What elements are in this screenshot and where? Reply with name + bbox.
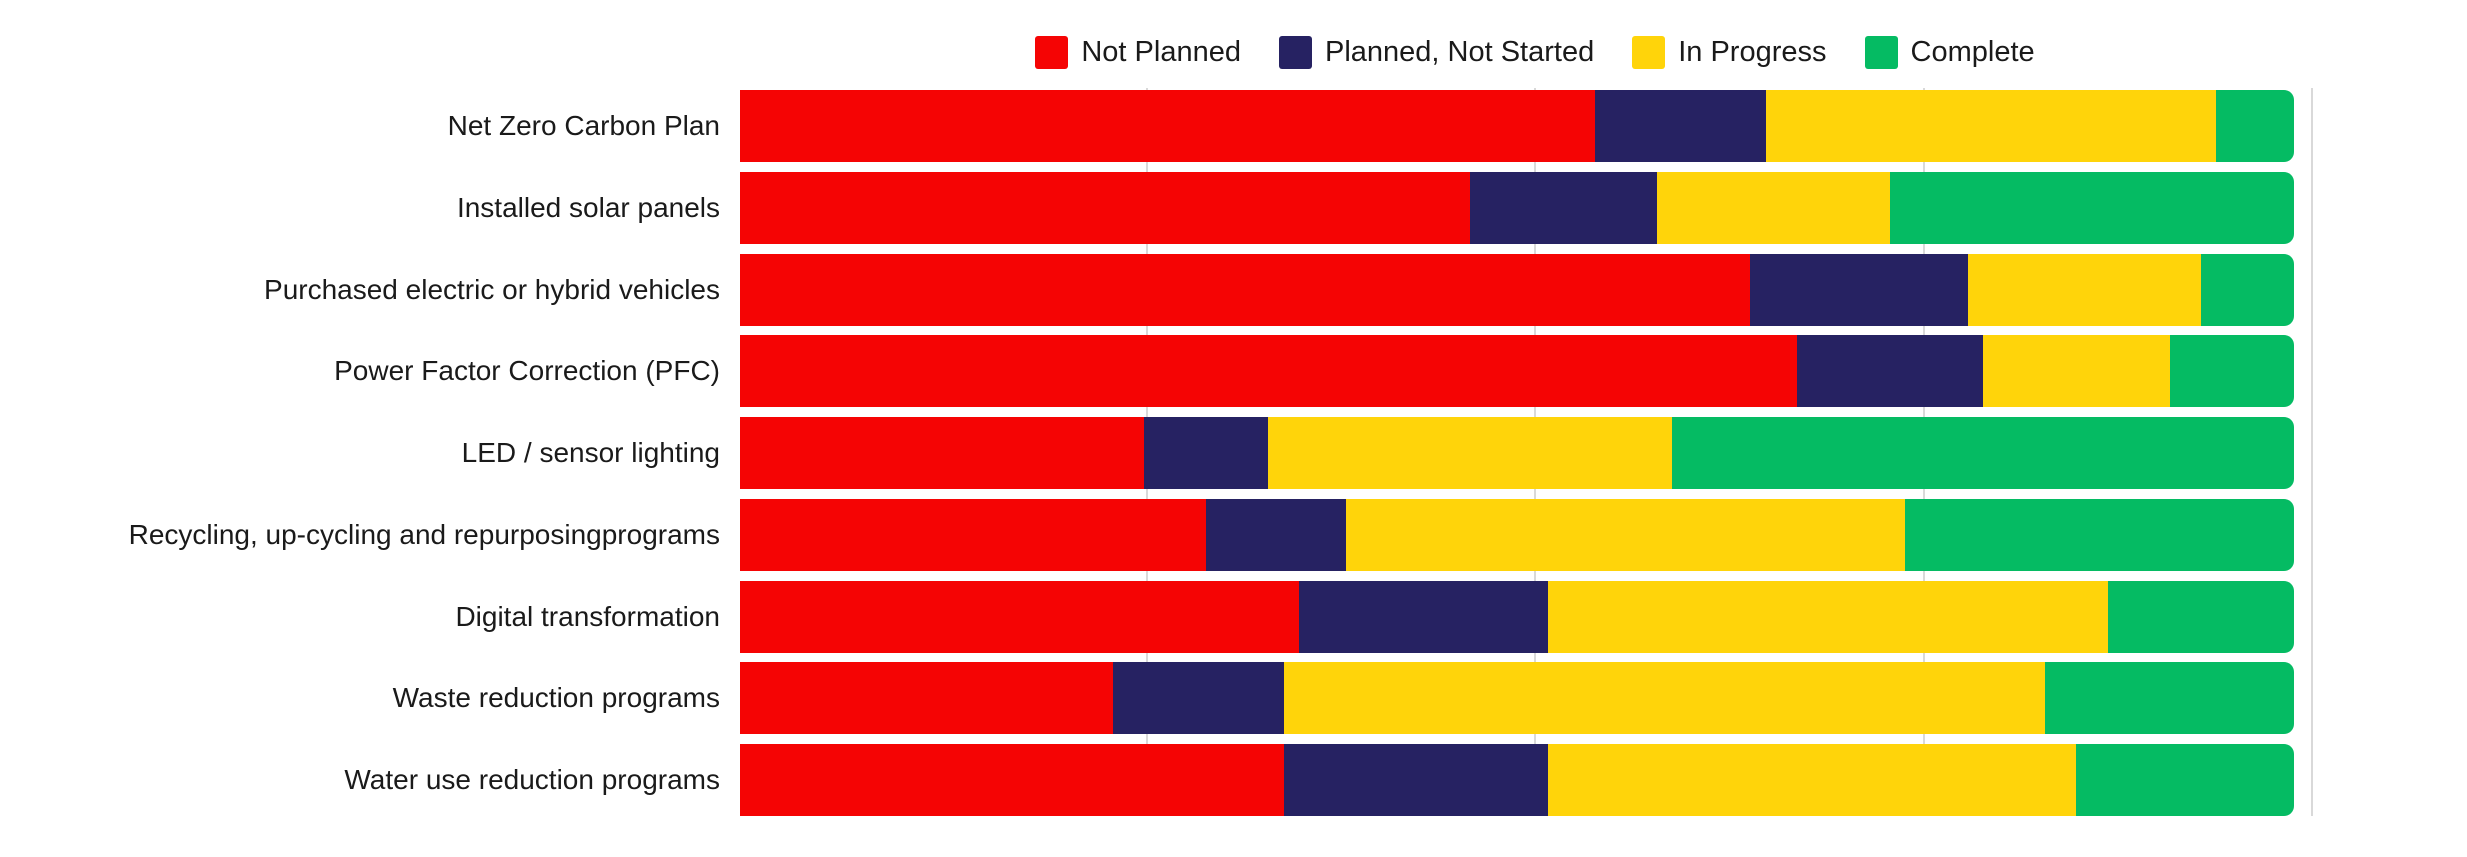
bar-segment-not-planned	[740, 498, 1207, 571]
bar-segment-in-progress	[1346, 498, 1906, 571]
bar-segment-complete	[2045, 662, 2294, 735]
bar-segment-not-planned	[740, 580, 1300, 653]
bar-row-led-sensor-lighting: LED / sensor lighting	[0, 417, 2467, 489]
bar-segment-in-progress	[1548, 744, 2077, 816]
bar-track	[740, 90, 2294, 162]
category-label: Net Zero Carbon Plan	[447, 110, 720, 141]
bar-segment-complete	[2076, 744, 2294, 816]
category-label: LED / sensor lighting	[461, 437, 720, 468]
legend-item-complete: Complete	[1864, 35, 2035, 69]
bar-track	[740, 171, 2294, 244]
bar-track	[740, 662, 2294, 735]
legend-swatch-in-progress	[1632, 35, 1666, 69]
bar-segment-planned-not-started	[1206, 498, 1347, 571]
gridline-100-percent	[2311, 88, 2313, 816]
bar-row-power-factor-correction-pfc: Power Factor Correction (PFC)	[0, 335, 2467, 408]
bar-row-water-use-reduction-programs: Water use reduction programs	[0, 744, 2467, 816]
bar-row-digital-transformation: Digital transformation	[0, 580, 2467, 653]
bar-segment-not-planned	[740, 662, 1113, 735]
bar-segment-complete	[2216, 90, 2294, 162]
bar-segment-not-planned	[740, 171, 1471, 244]
bar-row-installed-solar-panels: Installed solar panels	[0, 171, 2467, 244]
bar-segment-in-progress	[1268, 417, 1673, 489]
bar-track	[740, 580, 2294, 653]
legend-label: In Progress	[1678, 35, 1827, 68]
bar-segment-not-planned	[740, 253, 1751, 326]
bar-segment-not-planned	[740, 744, 1284, 816]
bar-segment-complete	[2107, 580, 2294, 653]
category-label: Waste reduction programs	[392, 682, 720, 714]
bar-segment-not-planned	[740, 335, 1797, 408]
bar-segment-planned-not-started	[1796, 335, 1984, 408]
bar-segment-planned-not-started	[1470, 171, 1657, 244]
bar-segment-not-planned	[740, 417, 1145, 489]
bar-segment-planned-not-started	[1144, 417, 1269, 489]
legend: Not Planned Planned, Not Started In Progre…	[758, 26, 2312, 78]
legend-swatch-not-planned	[1035, 35, 1069, 69]
bar-segment-not-planned	[740, 90, 1595, 162]
bar-segment-in-progress	[1548, 580, 2108, 653]
bar-segment-in-progress	[1765, 90, 2217, 162]
bar-segment-planned-not-started	[1283, 744, 1549, 816]
legend-label: Not Planned	[1081, 35, 1241, 68]
bar-track	[740, 253, 2294, 326]
bar-track	[740, 744, 2294, 816]
legend-label: Complete	[1910, 35, 2035, 68]
bar-track	[740, 417, 2294, 489]
bar-row-waste-reduction-programs: Waste reduction programs	[0, 662, 2467, 735]
bar-segment-in-progress	[1967, 253, 2201, 326]
bar-segment-planned-not-started	[1299, 580, 1549, 653]
legend-item-in-progress: In Progress	[1632, 35, 1827, 69]
legend-item-not-planned: Not Planned	[1035, 35, 1241, 69]
bar-segment-complete	[1889, 171, 2294, 244]
bar-track	[740, 335, 2294, 408]
bar-segment-complete	[2200, 253, 2294, 326]
bar-row-recycling-up-cycling-and-repurposingprograms: Recycling, up-cycling and repurposingpro…	[0, 498, 2467, 571]
bar-track	[740, 498, 2294, 571]
bar-segment-in-progress	[1983, 335, 2170, 408]
bar-segment-complete	[1905, 498, 2294, 571]
bar-segment-complete	[2169, 335, 2294, 408]
bar-segment-planned-not-started	[1112, 662, 1284, 735]
category-label: Installed solar panels	[456, 191, 720, 223]
legend-label: Planned, Not Started	[1324, 35, 1595, 68]
bar-segment-planned-not-started	[1750, 253, 1968, 326]
category-label: Recycling, up-cycling and repurposingpro…	[128, 518, 720, 550]
category-label: Water use reduction programs	[344, 764, 720, 795]
legend-swatch-planned-not-started	[1278, 35, 1312, 69]
bar-segment-planned-not-started	[1594, 90, 1766, 162]
legend-item-planned-not-started: Planned, Not Started	[1278, 35, 1595, 69]
category-label: Digital transformation	[455, 600, 720, 632]
bar-row-net-zero-carbon-plan: Net Zero Carbon Plan	[0, 90, 2467, 162]
bar-row-purchased-electric-or-hybrid-vehicles: Purchased electric or hybrid vehicles	[0, 253, 2467, 326]
category-label: Purchased electric or hybrid vehicles	[264, 273, 720, 305]
bar-segment-in-progress	[1656, 171, 1890, 244]
legend-swatch-complete	[1864, 35, 1898, 69]
bar-segment-in-progress	[1283, 662, 2046, 735]
bar-segment-complete	[1672, 417, 2294, 489]
bar-rows: Net Zero Carbon Plan Installed solar pane…	[0, 90, 2467, 816]
category-label: Power Factor Correction (PFC)	[334, 355, 720, 387]
